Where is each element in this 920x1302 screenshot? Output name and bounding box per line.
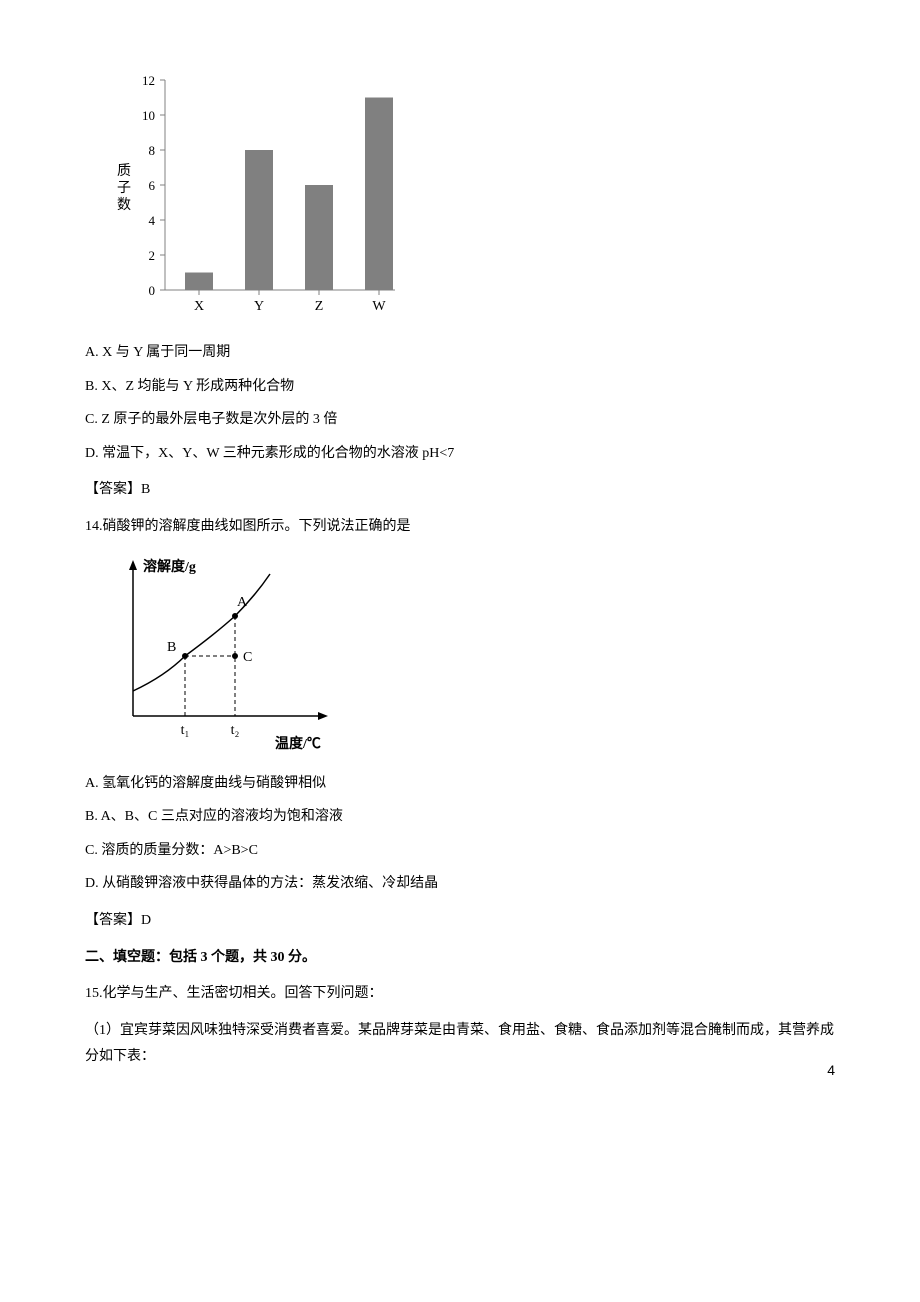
svg-text:溶解度/g: 溶解度/g <box>143 558 196 575</box>
svg-text:4: 4 <box>149 213 156 228</box>
q14-answer: 【答案】D <box>85 908 835 935</box>
q14-option-c: C. 溶质的质量分数：A>B>C <box>85 838 835 865</box>
page-number: 4 <box>827 1057 835 1084</box>
proton-bar-chart: 0 2 4 6 8 10 12 X Y Z W 质 子 数 <box>105 70 405 320</box>
svg-text:2: 2 <box>149 248 156 263</box>
svg-text:t₁: t₁ <box>181 723 190 738</box>
svg-text:0: 0 <box>149 283 156 298</box>
svg-text:X: X <box>194 299 204 314</box>
svg-text:Z: Z <box>315 299 324 314</box>
svg-text:B: B <box>167 640 176 655</box>
svg-text:Y: Y <box>254 299 264 314</box>
svg-text:8: 8 <box>149 143 156 158</box>
svg-text:温度/℃: 温度/℃ <box>275 735 321 752</box>
svg-text:t₂: t₂ <box>231 723 240 738</box>
svg-text:W: W <box>372 299 386 314</box>
q14-stem: 14.硝酸钾的溶解度曲线如图所示。下列说法正确的是 <box>85 514 835 541</box>
q14-option-b: B. A、B、C 三点对应的溶液均为饱和溶液 <box>85 804 835 831</box>
bar-chart-svg: 0 2 4 6 8 10 12 X Y Z W 质 子 数 <box>105 70 405 330</box>
q15-paragraph-1: （1）宜宾芽菜因风味独特深受消费者喜爱。某品牌芽菜是由青菜、食用盐、食糖、食品添… <box>85 1018 835 1071</box>
q14-option-a: A. 氢氧化钙的溶解度曲线与硝酸钾相似 <box>85 771 835 798</box>
q14-option-d: D. 从硝酸钾溶液中获得晶体的方法：蒸发浓缩、冷却结晶 <box>85 871 835 898</box>
svg-text:C: C <box>243 650 252 665</box>
q13-answer: 【答案】B <box>85 477 835 504</box>
line-chart-svg: A B C t₁ t₂ 溶解度/g 温度/℃ <box>105 556 365 756</box>
q13-option-b: B. X、Z 均能与 Y 形成两种化合物 <box>85 374 835 401</box>
q13-option-a: A. X 与 Y 属于同一周期 <box>85 340 835 367</box>
section-2-title: 二、填空题：包括 3 个题，共 30 分。 <box>85 945 835 972</box>
solubility-line-chart: A B C t₁ t₂ 溶解度/g 温度/℃ <box>105 556 365 756</box>
svg-text:10: 10 <box>142 108 155 123</box>
q13-option-c: C. Z 原子的最外层电子数是次外层的 3 倍 <box>85 407 835 434</box>
svg-text:数: 数 <box>117 197 131 213</box>
q13-option-d: D. 常温下，X、Y、W 三种元素形成的化合物的水溶液 pH<7 <box>85 441 835 468</box>
svg-text:6: 6 <box>149 178 156 193</box>
q15-stem: 15.化学与生产、生活密切相关。回答下列问题： <box>85 981 835 1008</box>
svg-text:子: 子 <box>117 180 131 196</box>
svg-text:质: 质 <box>117 163 131 179</box>
svg-text:12: 12 <box>142 73 155 88</box>
svg-text:A: A <box>237 595 248 610</box>
